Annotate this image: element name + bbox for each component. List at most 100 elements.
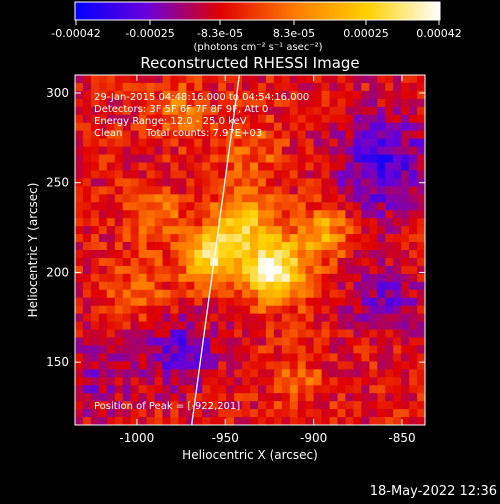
heatmap-cell	[385, 385, 394, 394]
colorbar-tick-label-1: -0.00025	[125, 27, 174, 40]
heatmap-cell	[313, 369, 323, 378]
heatmap-cell	[234, 329, 243, 339]
heatmap-cell	[114, 138, 124, 148]
heatmap-cell	[313, 146, 323, 156]
heatmap-cell	[210, 210, 219, 219]
heatmap-cell	[75, 154, 84, 164]
heatmap-cell	[297, 218, 307, 227]
heatmap-cell	[154, 369, 164, 378]
heatmap-cell	[289, 146, 299, 156]
heatmap-cell	[313, 345, 323, 354]
heatmap-cell	[377, 257, 386, 267]
heatmap-cell	[369, 226, 378, 235]
heatmap-cell	[178, 345, 187, 354]
heatmap-cell	[273, 353, 283, 362]
heatmap-cell	[353, 122, 362, 132]
heatmap-cell	[257, 250, 267, 259]
heatmap-cell	[297, 305, 307, 315]
heatmap-cell	[369, 130, 378, 140]
heatmap-cell	[257, 361, 267, 370]
heatmap-cell	[218, 82, 227, 92]
heatmap-cell	[393, 122, 402, 132]
heatmap-cell	[353, 114, 362, 124]
heatmap-cell	[194, 242, 203, 251]
heatmap-cell	[90, 162, 100, 172]
heatmap-cell	[337, 210, 347, 219]
heatmap-cell	[337, 409, 347, 418]
heatmap-cell	[170, 90, 179, 100]
heatmap-cell	[242, 273, 251, 283]
heatmap-cell	[202, 369, 211, 378]
heatmap-cell	[250, 369, 259, 378]
heatmap-cell	[393, 114, 402, 124]
heatmap-cell	[385, 250, 394, 259]
heatmap-cell	[210, 75, 219, 84]
heatmap-cell	[321, 194, 331, 203]
heatmap-cell	[90, 170, 100, 179]
heatmap-cell	[281, 369, 291, 378]
heatmap-cell	[265, 162, 275, 172]
heatmap-cell	[122, 250, 132, 259]
heatmap-cell	[305, 393, 315, 402]
heatmap-cell	[281, 170, 291, 179]
heatmap-cell	[194, 75, 203, 84]
heatmap-cell	[178, 289, 187, 299]
heatmap-cell	[218, 210, 227, 219]
heatmap-cell	[210, 313, 219, 323]
heatmap-cell	[297, 210, 307, 219]
heatmap-cell	[114, 385, 124, 394]
heatmap-cell	[250, 265, 259, 275]
heatmap-cell	[82, 90, 92, 100]
heatmap-cell	[281, 281, 291, 291]
heatmap-cell	[202, 130, 211, 140]
heatmap-cell	[297, 385, 307, 394]
heatmap-cell	[281, 106, 291, 116]
heatmap-cell	[218, 162, 227, 172]
heatmap-cell	[409, 417, 418, 425]
heatmap-cell	[281, 417, 291, 425]
heatmap-cell	[305, 162, 315, 172]
heatmap-cell	[361, 170, 370, 179]
heatmap-cell	[154, 393, 164, 402]
heatmap-cell	[329, 162, 339, 172]
heatmap-cell	[210, 321, 219, 331]
annotation-detectors: Detectors: 3F 5F 6F 7F 8F 9F, Att 0	[94, 104, 268, 115]
heatmap-cell	[273, 297, 283, 307]
heatmap-cell	[281, 250, 291, 259]
heatmap-cell	[218, 289, 227, 299]
heatmap-cell	[114, 106, 124, 116]
heatmap-cell	[321, 385, 331, 394]
heatmap-cell	[194, 265, 203, 275]
heatmap-cell	[146, 75, 156, 84]
heatmap-cell	[401, 353, 410, 362]
heatmap-cell	[106, 369, 116, 378]
heatmap-cell	[162, 234, 172, 243]
heatmap-cell	[353, 409, 362, 418]
heatmap-cell	[289, 202, 299, 211]
heatmap-cell	[234, 385, 243, 394]
heatmap-cell	[273, 106, 283, 116]
heatmap-cell	[305, 281, 315, 291]
heatmap-cell	[345, 210, 354, 219]
heatmap-cell	[234, 409, 243, 418]
heatmap-cell	[122, 353, 132, 362]
heatmap-cell	[114, 234, 124, 243]
heatmap-cell	[377, 146, 386, 156]
heatmap-cell	[297, 170, 307, 179]
heatmap-cell	[345, 321, 354, 331]
heatmap-cell	[321, 98, 331, 108]
heatmap-cell	[393, 289, 402, 299]
heatmap-cell	[289, 106, 299, 116]
heatmap-cell	[106, 329, 116, 339]
heatmap-cell	[218, 305, 227, 315]
heatmap-cell	[186, 345, 195, 354]
heatmap-cell	[281, 75, 291, 84]
heatmap-cell	[369, 337, 378, 347]
heatmap-cell	[409, 186, 418, 195]
heatmap-cell	[90, 226, 100, 235]
heatmap-cell	[154, 321, 164, 331]
heatmap-cell	[369, 377, 378, 386]
heatmap-cell	[385, 417, 394, 425]
heatmap-cell	[186, 281, 195, 291]
heatmap-cell	[281, 130, 291, 140]
